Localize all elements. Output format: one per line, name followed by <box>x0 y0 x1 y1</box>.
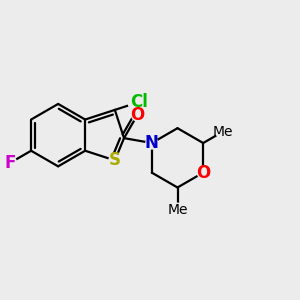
Circle shape <box>131 109 143 121</box>
Circle shape <box>109 154 121 166</box>
Text: S: S <box>109 152 121 169</box>
Circle shape <box>171 203 184 216</box>
Text: N: N <box>145 134 159 152</box>
Text: Me: Me <box>212 125 233 139</box>
Circle shape <box>128 92 150 113</box>
Text: Me: Me <box>167 203 188 217</box>
Text: Cl: Cl <box>130 93 148 111</box>
Circle shape <box>216 125 229 138</box>
Text: F: F <box>5 154 16 172</box>
Text: O: O <box>196 164 210 182</box>
Circle shape <box>4 157 16 169</box>
Text: O: O <box>130 106 145 124</box>
Circle shape <box>146 137 158 149</box>
Circle shape <box>197 167 209 178</box>
